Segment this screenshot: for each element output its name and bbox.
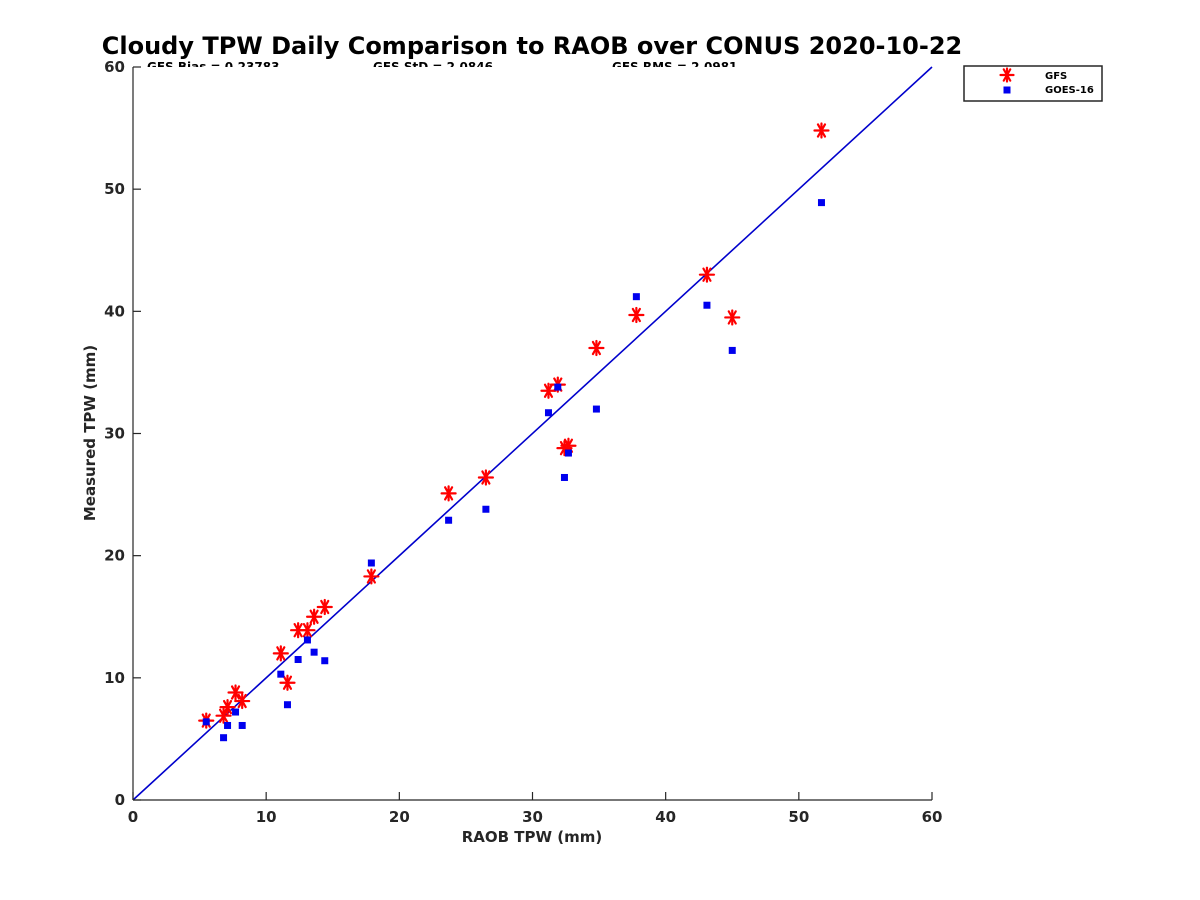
gfs-point [698,266,716,283]
y-axis-label: Measured TPW (mm) [81,345,99,521]
y-tick-label: 40 [104,302,125,320]
gfs-point [306,608,323,625]
gfs-point [813,122,830,139]
x-tick-label: 10 [256,808,277,826]
y-tick-label: 20 [104,547,125,565]
goes16-point [482,505,490,513]
goes16-point [632,293,640,301]
goes16-point [564,449,572,457]
goes16-point [232,708,240,716]
x-axis-ticks: 0 10 20 30 40 50 60 [128,792,943,826]
gfs-point [588,339,605,357]
legend-gfs-marker [999,67,1015,83]
goes16-point [728,346,736,354]
goes16-point [544,409,552,417]
goes16-point [294,656,302,664]
x-tick-label: 20 [389,808,410,826]
y-tick-label: 60 [104,58,125,76]
goes16-point [224,721,232,729]
gfs-point [299,622,316,639]
legend-box [963,65,1103,102]
y-tick-label: 30 [104,425,125,443]
x-tick-label: 0 [128,808,138,826]
goes16-point [277,670,285,678]
x-tick-label: 40 [655,808,676,826]
goes16-series [202,199,825,742]
x-axis-label: RAOB TPW (mm) [462,828,603,846]
goes16-point [554,383,562,391]
gfs-point [290,622,307,639]
legend-gfs-label: GFS [1045,71,1067,82]
goes16-point [310,648,318,656]
gfs-point [234,692,251,710]
x-tick-label: 50 [788,808,809,826]
goes16-point [703,301,711,309]
gfs-point [477,469,494,486]
legend-goes16-label: GOES-16 [1045,85,1094,96]
legend: GFS GOES-16 [963,65,1103,102]
gfs-point [219,699,236,716]
y-tick-label: 10 [104,669,125,687]
gfs-point [440,485,457,502]
y-tick-label: 50 [104,180,125,198]
gfs-point [316,598,333,616]
x-tick-label: 60 [922,808,943,826]
gfs-point [363,568,380,585]
goes16-point [592,405,600,413]
goes16-point [283,701,291,709]
gfs-point [227,684,244,701]
goes16-point [202,718,210,726]
gfs-point [540,382,557,399]
goes16-point [238,721,246,729]
y-axis-ticks: 0 10 20 30 40 50 60 [104,58,141,809]
goes16-point [303,636,311,644]
goes16-point [367,559,375,567]
gfs-point [628,306,645,324]
gfs-point [272,645,289,662]
goes16-point [445,516,453,524]
gfs-point [724,309,741,326]
one-to-one-line [132,66,933,801]
goes16-point [560,473,568,481]
y-tick-label: 0 [115,791,125,809]
gfs-point [279,674,296,691]
gfs-series [198,122,830,729]
reference-line-group [132,66,933,801]
goes16-point [220,734,228,742]
goes16-point [817,199,825,207]
chart-title: Cloudy TPW Daily Comparison to RAOB over… [102,32,962,60]
x-tick-label: 30 [522,808,543,826]
goes16-point [321,657,329,665]
legend-goes16-marker [1003,86,1011,94]
